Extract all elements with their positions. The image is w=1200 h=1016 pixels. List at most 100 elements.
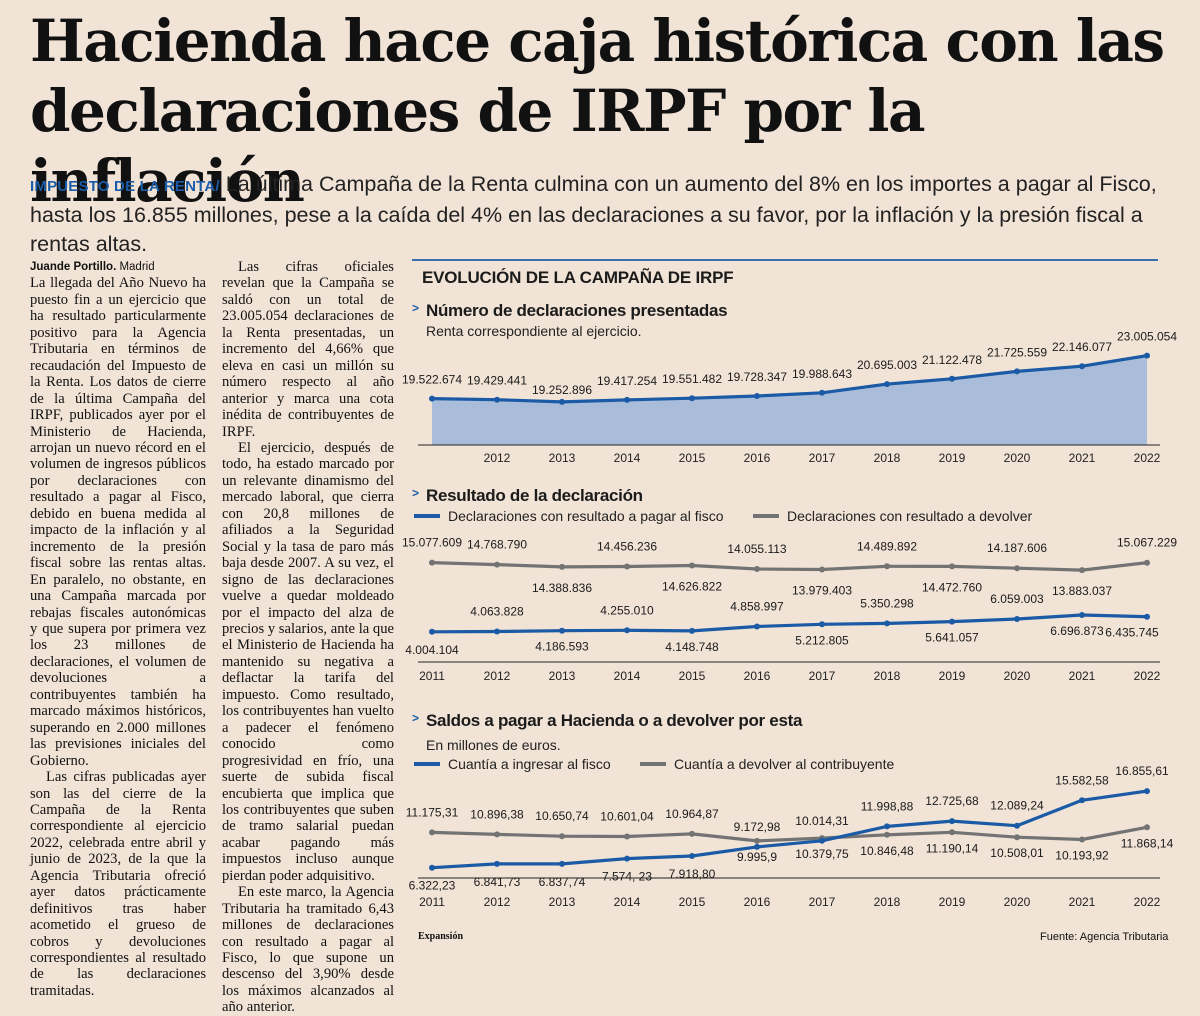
data-label: 11.998,88 [861, 799, 914, 813]
series-line [431, 354, 1148, 404]
data-label: 11.190,14 [926, 841, 979, 855]
data-label: 4.186.593 [535, 640, 589, 654]
data-label: 19.417.254 [597, 374, 657, 388]
x-tick-label: 2013 [549, 669, 576, 683]
x-tick-label: 2020 [1004, 451, 1031, 465]
data-point [494, 860, 500, 867]
data-label: 15.067.229 [1117, 536, 1177, 550]
article-column-2: Las cifras oficiales revelan que la Camp… [222, 259, 394, 1016]
data-label: 14.626.822 [662, 580, 722, 594]
data-point [819, 837, 825, 844]
data-point [1079, 797, 1085, 804]
data-point [949, 829, 955, 836]
data-point [689, 395, 695, 402]
data-point [884, 563, 890, 570]
data-point [559, 833, 565, 840]
data-label: 7.918,80 [669, 867, 716, 881]
data-point [624, 833, 630, 840]
data-label: 10.014,31 [795, 814, 849, 828]
data-label: 14.055.113 [727, 542, 786, 556]
data-label: 10.964,87 [665, 807, 719, 821]
x-tick-label: 2021 [1069, 895, 1096, 909]
data-point [559, 563, 565, 570]
data-point [429, 864, 435, 871]
x-tick-label: 2014 [614, 895, 641, 909]
data-point [624, 627, 630, 634]
data-point [884, 831, 890, 838]
x-tick-label: 2014 [614, 451, 641, 465]
data-label: 10.846,48 [860, 844, 914, 858]
data-label: 11.868,14 [1121, 836, 1174, 850]
x-tick-label: 2019 [939, 895, 966, 909]
data-point [949, 618, 955, 625]
data-point [624, 563, 630, 570]
data-label: 12.725,68 [925, 794, 979, 808]
x-tick-label: 2015 [679, 669, 706, 683]
chart-title: Número de declaraciones presentadas [426, 301, 727, 320]
data-label: 6.837,74 [539, 875, 586, 889]
data-point [1014, 565, 1020, 572]
data-label: 11.175,31 [406, 805, 459, 819]
data-point [949, 563, 955, 570]
series-line [431, 613, 1148, 634]
data-label: 9.172,98 [734, 820, 781, 834]
data-point [494, 831, 500, 838]
data-point [559, 860, 565, 867]
x-tick-label: 2021 [1069, 451, 1096, 465]
x-tick-label: 2017 [809, 669, 836, 683]
series-line [431, 825, 1148, 843]
data-point [1144, 613, 1150, 620]
data-point [429, 628, 435, 635]
data-point [494, 561, 500, 568]
data-label: 7.574, 23 [602, 870, 652, 884]
x-tick-label: 2018 [874, 451, 901, 465]
data-point [884, 381, 890, 388]
data-point [949, 818, 955, 825]
article-paragraph: El ejercicio, después de todo, ha estado… [222, 439, 394, 884]
data-label: 4.004.104 [405, 643, 459, 657]
legend-label: Cuantía a ingresar al fisco [448, 756, 611, 772]
data-point [1079, 567, 1085, 574]
series-line [431, 789, 1148, 870]
subheadline-text: La última Campaña de la Renta culmina co… [30, 172, 1157, 256]
data-label: 19.728.347 [727, 370, 787, 384]
x-tick-label: 2021 [1069, 669, 1096, 683]
data-label: 13.883.037 [1052, 584, 1112, 598]
data-label: 10.508,01 [990, 846, 1044, 860]
data-label: 4.148.748 [665, 640, 719, 654]
data-point [819, 389, 825, 396]
x-tick-label: 2016 [744, 669, 771, 683]
chart-title: Resultado de la declaración [426, 486, 643, 505]
data-label: 6.322,23 [409, 879, 456, 893]
subheadline: IMPUESTO DE LA RENTA/ La última Campaña … [30, 170, 1180, 259]
x-tick-label: 2017 [809, 451, 836, 465]
data-point [624, 396, 630, 403]
data-point [1079, 612, 1085, 618]
data-label: 16.855,61 [1115, 764, 1169, 778]
data-point [754, 566, 760, 572]
footer-source: Fuente: Agencia Tributaria [1040, 931, 1169, 943]
headline: Hacienda hace caja histórica con las dec… [30, 7, 1165, 215]
data-point [1144, 559, 1150, 566]
data-point [1014, 822, 1020, 829]
data-point [754, 623, 760, 630]
data-point [689, 562, 695, 569]
byline-place: Madrid [116, 261, 155, 273]
data-label: 4.858.997 [730, 600, 784, 614]
data-label: 10.193,92 [1055, 849, 1109, 863]
data-label: 14.489.892 [857, 539, 917, 553]
data-point [494, 628, 500, 635]
chart-title: Saldos a pagar a Hacienda o a devolver p… [426, 711, 803, 730]
data-point [689, 830, 695, 837]
x-tick-label: 2015 [679, 451, 706, 465]
data-point [884, 620, 890, 627]
data-label: 19.522.674 [402, 373, 462, 387]
x-tick-label: 2016 [744, 451, 771, 465]
data-label: 6.696.873 [1050, 624, 1104, 638]
data-point [754, 843, 760, 850]
legend-label: Declaraciones con resultado a pagar al f… [448, 508, 724, 524]
data-point [494, 396, 500, 403]
chevron-right-icon: > [412, 486, 419, 500]
x-tick-label: 2013 [549, 451, 576, 465]
data-point [1144, 352, 1150, 359]
